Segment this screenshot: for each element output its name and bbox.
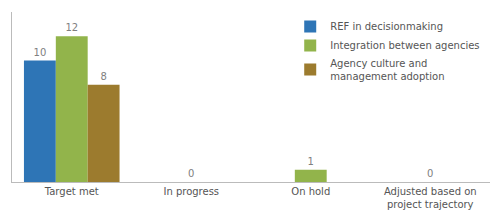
svg-text:8: 8: [100, 71, 106, 82]
svg-text:1: 1: [308, 156, 314, 167]
svg-text:10: 10: [34, 47, 47, 58]
svg-text:REF in decisionmaking: REF in decisionmaking: [330, 21, 443, 32]
svg-text:Integration between agencies: Integration between agencies: [330, 40, 479, 51]
svg-text:On hold: On hold: [291, 186, 330, 197]
svg-text:In progress: In progress: [163, 186, 219, 197]
svg-text:0: 0: [427, 168, 433, 179]
svg-text:0: 0: [188, 168, 194, 179]
svg-text:Adjusted based onproject traje: Adjusted based onproject trajectory: [384, 186, 477, 210]
svg-text:Agency culture andmanagement a: Agency culture andmanagement adoption: [330, 58, 444, 82]
svg-text:Target met: Target met: [44, 186, 99, 197]
svg-text:12: 12: [65, 22, 78, 33]
